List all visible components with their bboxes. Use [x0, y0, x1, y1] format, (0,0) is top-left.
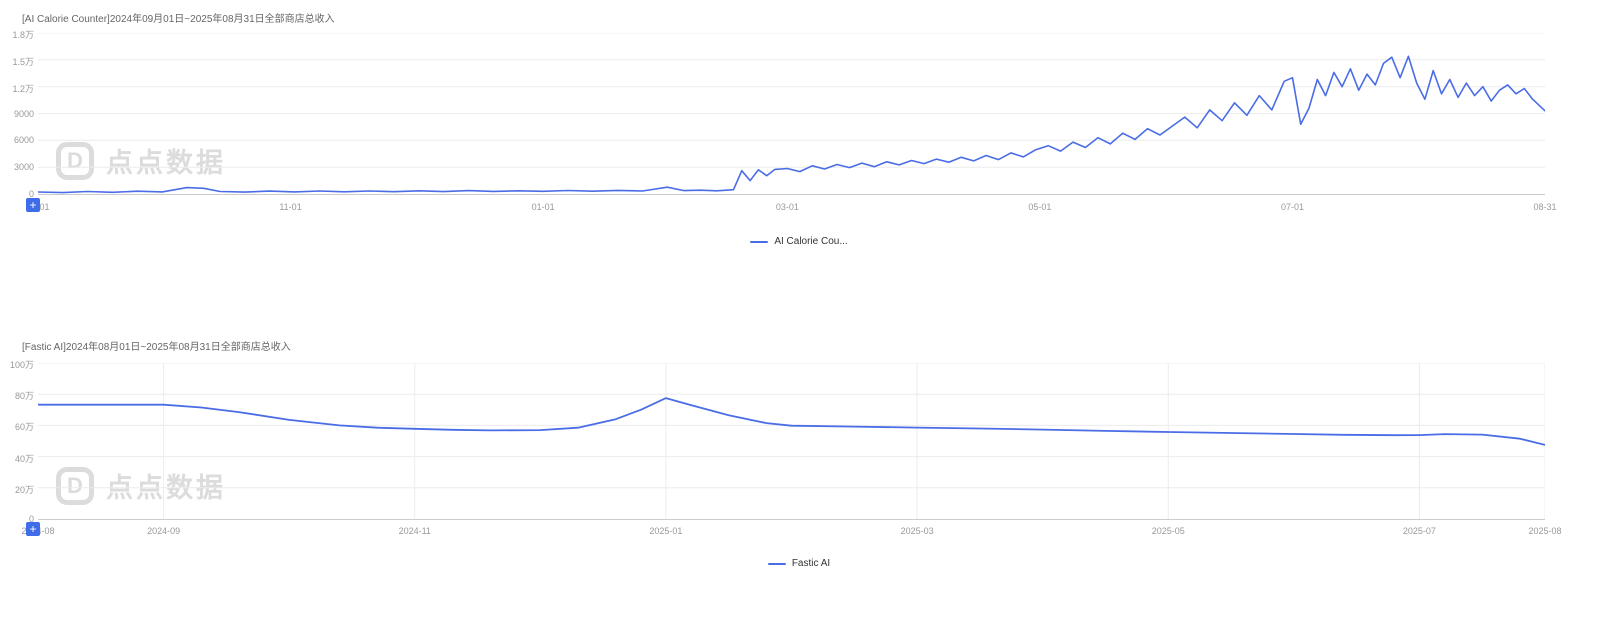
y-axis-tick-label: 0: [28, 514, 34, 524]
y-axis-tick-label: 1.8万: [12, 30, 34, 40]
diandian-logo-icon: D: [56, 466, 94, 505]
y-axis-tick-label: 1.5万: [12, 56, 34, 67]
y-axis-tick-label: 1.2万: [12, 83, 34, 94]
x-axis-tick-label: 2025-05: [1151, 526, 1185, 536]
plot-area[interactable]: D 点点数据: [38, 363, 1545, 520]
plus-button[interactable]: +: [26, 522, 40, 536]
y-axis-tick-label: 80万: [14, 391, 34, 402]
revenue-chart-ai-calorie-counter: [AI Calorie Counter]2024年09月01日~2025年08月…: [0, 8, 1598, 270]
x-axis-tick-label: 05-01: [1028, 202, 1052, 212]
y-axis-tick-label: 0: [28, 189, 34, 199]
chart-title: [AI Calorie Counter]2024年09月01日~2025年08月…: [22, 14, 335, 25]
legend-item[interactable]: Fastic AI: [767, 558, 831, 569]
legend-label: Fastic AI: [791, 558, 831, 569]
revenue-chart-fastic-ai: [Fastic AI]2024年08月01日~2025年08月31日全部商店总收…: [0, 336, 1598, 586]
legend: Fastic AI: [0, 558, 1598, 569]
legend-label: AI Calorie Cou...: [774, 236, 848, 247]
x-axis-tick-label: 2025-08: [1528, 526, 1562, 536]
y-axis-tick-label: 100万: [9, 360, 34, 370]
x-axis-tick-label: 07-01: [1280, 202, 1304, 212]
x-axis-tick-label: 03-01: [775, 202, 799, 212]
y-axis-tick-label: 20万: [14, 484, 34, 495]
legend-line-icon: [767, 562, 786, 565]
chart-title: [Fastic AI]2024年08月01日~2025年08月31日全部商店总收…: [22, 342, 291, 353]
legend-line-icon: [750, 240, 769, 243]
x-axis-tick-label: 2025-07: [1402, 526, 1436, 536]
x-axis-tick-label: 08-31: [1533, 202, 1557, 212]
plot-area[interactable]: D 点点数据: [38, 33, 1545, 195]
x-axis-tick-label: 2025-01: [649, 526, 683, 536]
y-axis-tick-label: 6000: [13, 135, 34, 146]
x-axis-tick-label: 2024-09: [147, 526, 181, 536]
diandian-logo-icon: D: [56, 141, 94, 180]
y-axis-tick-label: 40万: [14, 453, 34, 464]
legend-item[interactable]: AI Calorie Cou...: [750, 236, 848, 247]
x-axis-tick-label: 2024-11: [398, 526, 431, 536]
y-axis-tick-label: 3000: [13, 162, 34, 173]
watermark: D 点点数据: [56, 141, 226, 180]
plus-button[interactable]: +: [26, 198, 40, 212]
x-axis-tick-label: 01-01: [531, 202, 555, 212]
y-axis-tick-label: 60万: [14, 422, 34, 433]
watermark-brand-text: 点点数据: [106, 148, 226, 178]
x-axis: 2024-082024-092024-112025-012025-032025-…: [0, 526, 1598, 538]
legend: AI Calorie Cou...: [0, 236, 1598, 247]
y-axis-tick-label: 9000: [13, 108, 34, 119]
y-axis: 1.8万 1.5万 1.2万 9000 6000 3000 0: [0, 8, 36, 270]
x-axis-tick-label: 2025-03: [900, 526, 934, 536]
y-axis: 100万 80万 60万 40万 20万 0: [0, 336, 36, 586]
x-axis-tick-label: 11-01: [279, 202, 302, 212]
